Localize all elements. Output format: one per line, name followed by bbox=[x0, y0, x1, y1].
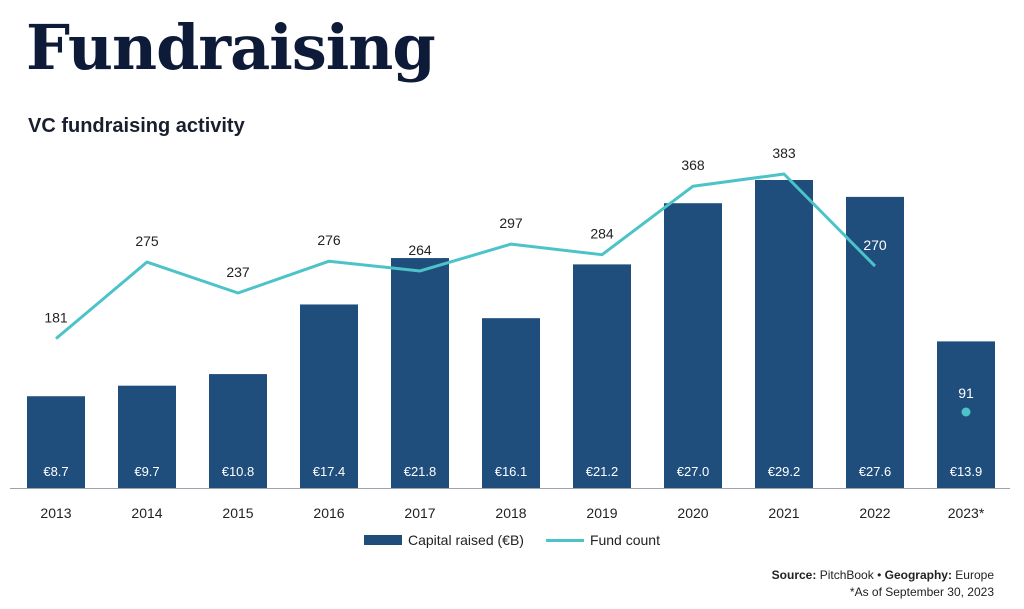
bar-value-label: €9.7 bbox=[134, 464, 159, 479]
bar-2017 bbox=[391, 258, 449, 488]
x-tick-label: 2020 bbox=[677, 505, 708, 521]
source-label: Source: bbox=[771, 568, 817, 582]
x-tick-label: 2015 bbox=[222, 505, 253, 521]
source-line: Source: PitchBook • Geography: Europe bbox=[772, 567, 994, 584]
source-note: Source: PitchBook • Geography: Europe *A… bbox=[772, 567, 994, 601]
x-tick-label: 2022 bbox=[859, 505, 890, 521]
bar-2013 bbox=[27, 396, 85, 488]
bar-2020 bbox=[664, 203, 722, 488]
chart-legend: Capital raised (€B) Fund count bbox=[0, 532, 1024, 548]
bar-value-label: €17.4 bbox=[313, 464, 346, 479]
geography-value: Europe bbox=[955, 568, 994, 582]
bar-value-label: €13.9 bbox=[950, 464, 983, 479]
legend-item-capital: Capital raised (€B) bbox=[364, 532, 524, 548]
fund-count-label: 91 bbox=[958, 385, 974, 401]
fund-count-label: 237 bbox=[226, 264, 250, 280]
fund-count-label: 276 bbox=[317, 232, 341, 248]
x-tick-label: 2023* bbox=[948, 505, 985, 521]
as-of-note: *As of September 30, 2023 bbox=[849, 585, 994, 599]
x-tick-label: 2018 bbox=[495, 505, 526, 521]
fund-count-label: 297 bbox=[499, 215, 523, 231]
x-tick-label: 2014 bbox=[131, 505, 162, 521]
legend-line-label: Fund count bbox=[589, 532, 660, 548]
fund-count-label: 270 bbox=[863, 237, 887, 253]
page-title: Fundraising bbox=[26, 11, 436, 84]
x-tick-label: 2019 bbox=[586, 505, 617, 521]
legend-bar-label: Capital raised (€B) bbox=[408, 532, 524, 548]
bar-2018 bbox=[482, 318, 540, 488]
bar-value-label: €27.0 bbox=[677, 464, 710, 479]
bar-2021 bbox=[755, 180, 813, 488]
legend-item-fund-count: Fund count bbox=[545, 532, 660, 548]
fund-count-label: 383 bbox=[772, 145, 796, 161]
bar-2016 bbox=[300, 304, 358, 488]
bar-2014 bbox=[118, 385, 176, 488]
source-separator: • bbox=[877, 568, 882, 582]
geography-label: Geography: bbox=[884, 568, 952, 582]
bar-value-label: €16.1 bbox=[495, 464, 528, 479]
fund-count-label: 181 bbox=[44, 310, 68, 326]
bar-value-label: €29.2 bbox=[768, 464, 801, 479]
bar-2019 bbox=[573, 264, 631, 488]
fund-count-point-2023 bbox=[961, 407, 971, 417]
legend-bar-swatch bbox=[364, 535, 402, 545]
bar-value-label: €10.8 bbox=[222, 464, 255, 479]
x-tick-label: 2016 bbox=[313, 505, 344, 521]
fund-count-label: 284 bbox=[590, 226, 614, 242]
fund-count-line bbox=[55, 172, 877, 340]
bar-value-label: €21.8 bbox=[404, 464, 437, 479]
fund-count-label: 368 bbox=[681, 157, 705, 173]
fund-count-label: 264 bbox=[408, 242, 432, 258]
x-tick-label: 2013 bbox=[40, 505, 71, 521]
bar-2015 bbox=[209, 374, 267, 488]
bar-value-label: €8.7 bbox=[43, 464, 68, 479]
x-tick-label: 2021 bbox=[768, 505, 799, 521]
bar-value-label: €21.2 bbox=[586, 464, 619, 479]
fund-count-label: 275 bbox=[135, 233, 159, 249]
bar-value-label: €27.6 bbox=[859, 464, 892, 479]
source-value: PitchBook bbox=[819, 568, 874, 582]
chart-subtitle: VC fundraising activity bbox=[28, 115, 245, 137]
legend-line-swatch bbox=[545, 538, 584, 542]
x-tick-label: 2017 bbox=[404, 505, 435, 521]
